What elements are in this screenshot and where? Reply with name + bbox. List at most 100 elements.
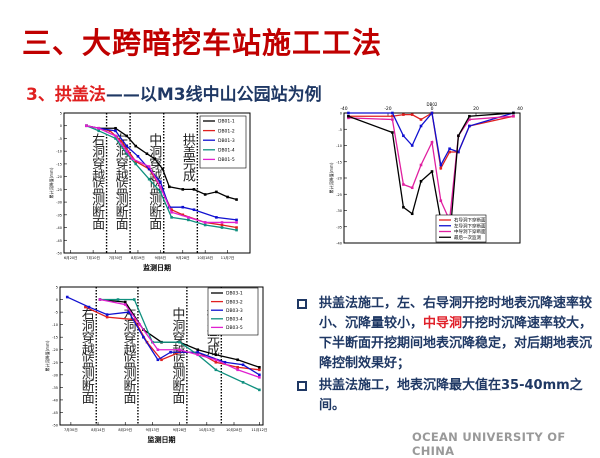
data-point (134, 144, 138, 148)
data-point (192, 208, 196, 212)
y-axis-label: 累计沉降值(mm) (48, 167, 54, 198)
legend-label: DB03-3 (226, 308, 243, 314)
legend-label: 左导洞下穿断面 (454, 222, 486, 229)
legend-label: DB01-4 (218, 148, 235, 154)
y-tick-label: -10 (56, 150, 62, 154)
data-point (419, 163, 423, 167)
series-line (348, 115, 514, 223)
y-tick-label: -40 (336, 242, 342, 246)
x-tick-label: 11月12日 (251, 427, 267, 432)
data-point (258, 373, 261, 377)
data-point (402, 113, 405, 116)
data-point (236, 368, 239, 372)
data-point (391, 131, 394, 134)
x-axis-label: 监测日期 (143, 263, 171, 272)
data-point (235, 198, 238, 201)
series-line (86, 125, 237, 231)
y-tick-label: -15 (56, 162, 62, 166)
event-annotation: 中洞穿越监测断面 (169, 307, 185, 404)
bullet-text: 拱盖法施工，地表沉降最大值在35-40mm之间。 (319, 378, 583, 413)
data-point (402, 205, 405, 209)
legend-label: 最后一次监测 (454, 234, 481, 241)
data-point (203, 221, 207, 224)
data-point (402, 183, 405, 186)
bullet-highlight: 中导洞 (423, 316, 463, 331)
y-tick-label: -40 (52, 398, 58, 402)
data-point (468, 124, 471, 128)
data-point (170, 208, 173, 212)
y-tick-label: -25 (52, 361, 58, 365)
bullet-item: 拱盖法施工，地表沉降最大值在35-40mm之间。 (295, 376, 595, 416)
y-tick-label: -50 (52, 424, 58, 428)
y-tick-label: -20 (336, 177, 342, 181)
y-tick-label: -30 (336, 209, 342, 213)
data-point (134, 160, 138, 163)
data-point (258, 368, 261, 372)
subtitle-text: ——以M3线中山公园站为例 (105, 85, 322, 105)
data-point (169, 350, 172, 354)
data-point (236, 365, 239, 369)
data-point (159, 190, 162, 194)
data-point (512, 111, 515, 115)
data-point (131, 157, 134, 161)
data-point (133, 318, 136, 321)
data-point (214, 368, 218, 372)
data-point (215, 216, 218, 219)
y-tick-label: -5 (55, 311, 59, 315)
y-tick-label: -5 (339, 128, 343, 132)
x-tick-label: 7月30日 (64, 427, 78, 432)
y-tick-label: -15 (52, 336, 58, 340)
data-point (114, 134, 117, 138)
data-point (192, 188, 196, 191)
data-point (419, 124, 423, 128)
y-tick-label: -20 (56, 175, 62, 179)
data-point (187, 216, 190, 219)
data-point (235, 226, 238, 229)
data-point (138, 323, 142, 326)
data-point (125, 152, 129, 156)
data-point (457, 134, 460, 138)
y-tick-label: -25 (56, 188, 62, 192)
data-point (114, 129, 117, 133)
y-tick-label: 0 (340, 112, 342, 116)
series-line (348, 111, 514, 171)
x-tick-label: 10月18日 (197, 255, 213, 260)
data-point (153, 157, 157, 161)
data-point (98, 298, 102, 301)
data-point (133, 298, 136, 301)
y-tick-label: -25 (336, 193, 342, 197)
event-annotation: 拱盖完成 (180, 133, 196, 183)
data-point (134, 162, 138, 166)
bullet-text: 拱盖法施工，左、右导洞开挖时地表沉降速率较小、沉降量较小， (319, 296, 593, 331)
data-point (147, 165, 151, 168)
data-point (391, 114, 394, 118)
data-point (430, 111, 434, 115)
subtitle-number: 3、拱盖法 (26, 85, 106, 105)
data-point (178, 340, 181, 344)
data-point (220, 226, 224, 229)
data-point (170, 210, 173, 214)
data-point (448, 150, 451, 154)
data-point (512, 114, 515, 118)
slide-subtitle: 3、拱盖法——以M3线中山公园站为例 (26, 80, 322, 105)
chart-title: DB02 (427, 102, 438, 107)
x-tick-label: 20 (473, 106, 479, 112)
data-point (235, 218, 238, 222)
x-tick-label: 0 (431, 106, 434, 112)
y-axis-label: 累计沉降值(mm) (44, 340, 50, 371)
x-tick-label: 10月13日 (199, 427, 215, 432)
data-point (85, 124, 88, 128)
data-point (457, 150, 460, 154)
settlement-profile-chart-db02: 0 -5 -10 -15 -20 -25 -30 -35 -40 -40 -20 0 20 40 DB02 累… (328, 102, 523, 246)
y-tick-label: 5 (56, 286, 58, 290)
x-tick-label: 8月29日 (118, 427, 132, 432)
data-point (196, 353, 200, 357)
y-tick-label: -35 (56, 213, 62, 217)
data-point (430, 140, 434, 144)
event-annotation: 右洞穿越监测断面 (89, 133, 105, 230)
data-point (223, 360, 227, 364)
bullet-item: 拱盖法施工，左、右导洞开挖时地表沉降速率较小、沉降量较小，中导洞开挖时沉降速率较… (295, 294, 595, 374)
data-point (220, 223, 224, 227)
event-annotation: 右洞穿越监测断面 (79, 307, 95, 404)
data-point (410, 144, 414, 147)
